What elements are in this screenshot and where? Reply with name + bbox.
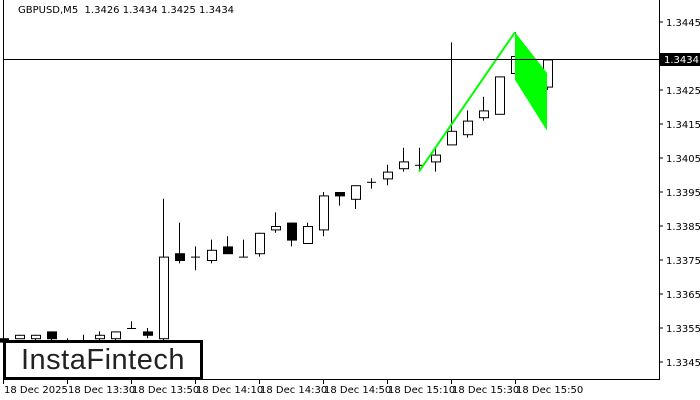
candle-body xyxy=(335,192,345,197)
price-tick-label: 1.3345 xyxy=(666,358,700,369)
candle-body xyxy=(303,226,313,244)
candle xyxy=(431,147,441,172)
chart-title: GBPUSD,M5 1.3426 1.3434 1.3425 1.3434 xyxy=(18,5,234,16)
candle-body xyxy=(207,249,217,262)
candle xyxy=(159,198,169,342)
candle xyxy=(95,331,105,342)
candles xyxy=(0,32,553,343)
instafintech-logo: InstaFintech xyxy=(3,340,203,380)
time-tick-label: 18 Dec 13:30 xyxy=(68,385,135,396)
time-tick-label: 18 Dec 14:50 xyxy=(324,385,391,396)
candle-body xyxy=(287,222,297,241)
price-axis: 1.3445 1.3425 1.3415 1.3405 1.3395 1.3385 1.33… xyxy=(659,18,700,369)
candle xyxy=(303,222,313,244)
time-tick-label: 18 Dec 15:10 xyxy=(388,385,455,396)
candle xyxy=(191,246,200,271)
price-tick-label: 1.3415 xyxy=(666,120,700,131)
candle-body xyxy=(431,154,441,163)
candle-body xyxy=(271,226,281,231)
flag-pattern xyxy=(418,31,547,173)
candle xyxy=(479,96,489,121)
candle-body xyxy=(111,331,121,340)
flag-polygon xyxy=(515,32,547,131)
plot-border-left xyxy=(3,0,4,379)
price-tick-label: 1.3395 xyxy=(666,188,700,199)
candle-body xyxy=(463,120,473,136)
candle xyxy=(175,222,185,264)
candle xyxy=(223,236,233,255)
candle-body xyxy=(495,76,505,115)
candle-body xyxy=(447,130,457,146)
flagpole-line xyxy=(418,31,516,173)
current-price-value: 1.3434 xyxy=(664,55,699,66)
symbol-label: GBPUSD,M5 xyxy=(18,5,79,16)
current-price-label: 1.3434 xyxy=(660,53,700,66)
candle-body xyxy=(223,246,233,255)
candle-body xyxy=(175,253,185,261)
candle xyxy=(15,334,25,340)
candle xyxy=(383,164,393,186)
candle xyxy=(207,239,217,264)
candle xyxy=(239,239,248,258)
time-tick-label: 18 Dec 14:30 xyxy=(260,385,327,396)
price-tick-label: 1.3385 xyxy=(666,222,700,233)
candle-body xyxy=(351,185,361,200)
candle xyxy=(271,212,281,233)
time-axis-line xyxy=(3,379,660,380)
candle-body xyxy=(319,195,329,231)
time-tick-label: 18 Dec 2025 xyxy=(4,385,68,396)
candle xyxy=(255,232,265,257)
candle-body xyxy=(143,331,153,336)
candle xyxy=(111,331,121,342)
candle xyxy=(127,321,136,329)
candle-body xyxy=(255,232,265,255)
candle-body xyxy=(383,171,393,180)
candle-body xyxy=(47,331,57,340)
candle xyxy=(47,331,57,342)
candle xyxy=(335,192,345,206)
price-tick-label: 1.3425 xyxy=(666,86,700,97)
time-tick-label: 18 Dec 14:10 xyxy=(196,385,263,396)
price-tick-label: 1.3355 xyxy=(666,324,700,335)
time-tick-label: 18 Dec 15:30 xyxy=(452,385,519,396)
price-tick-label: 1.3365 xyxy=(666,290,700,301)
candle xyxy=(399,147,409,172)
candle xyxy=(287,222,297,247)
candle-body xyxy=(15,334,25,340)
candle xyxy=(351,185,361,209)
time-tick-label: 18 Dec 15:50 xyxy=(516,385,583,396)
candle xyxy=(319,192,329,237)
candle-body xyxy=(479,110,489,119)
price-tick-label: 1.3405 xyxy=(666,154,700,165)
candle-body xyxy=(95,334,105,340)
candle-body xyxy=(399,161,409,170)
candle xyxy=(143,328,153,339)
candle xyxy=(495,76,505,115)
candle xyxy=(463,110,473,138)
time-tick-label: 18 Dec 13:50 xyxy=(132,385,199,396)
price-tick-label: 1.3445 xyxy=(666,18,700,29)
candle-body xyxy=(159,256,169,340)
candle xyxy=(367,178,376,189)
price-axis-line xyxy=(659,0,660,379)
ohlc-values: 1.3426 1.3434 1.3425 1.3434 xyxy=(84,5,235,16)
price-tick-label: 1.3375 xyxy=(666,256,700,267)
candle-body xyxy=(31,334,41,340)
